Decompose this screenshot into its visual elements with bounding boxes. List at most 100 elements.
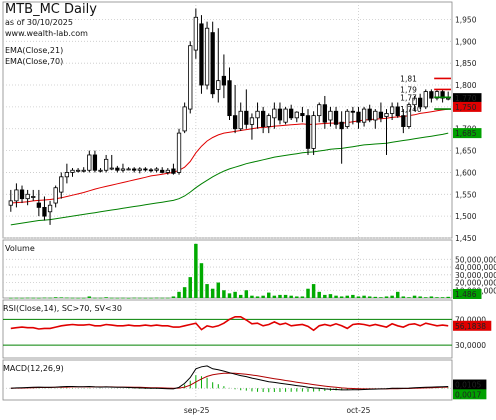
chart-title: MTB_MC Daily [5,2,97,17]
volume-bar [435,297,439,298]
ema21-label: EMA(Close,21) [5,46,64,55]
volume-last-label: 1.486 [455,290,477,299]
volume-bar [98,297,103,299]
volume-bar [339,296,344,298]
volume-bar [317,291,321,298]
candle-body [345,110,350,127]
macd-title: MACD(12,26,9) [3,364,64,373]
volume-bar [216,282,221,298]
candle-body [440,91,445,99]
candle-body [98,169,103,172]
volume-bar [255,296,260,298]
candle-body [87,154,92,171]
candle-body [8,200,13,206]
volume-bar [283,294,288,298]
candle-body [47,204,53,213]
candle-body [199,23,204,86]
candle-body [412,97,417,106]
candle-body [204,27,210,86]
ema70-label: EMA(Close,70) [5,57,64,66]
candle-body [232,115,238,130]
level-label-0: 1,81 [400,74,417,83]
candle-body [92,154,98,171]
price-tick-label: 1,550 [455,190,477,199]
volume-bar [238,294,243,298]
volume-bar [356,296,361,298]
volume-bar [289,295,293,298]
candle-body [373,110,378,121]
candle-body [423,91,428,108]
candle-body [294,111,299,119]
price-tick-label: 1,500 [455,212,477,221]
volume-bar [401,296,406,298]
chart-site: www.wealth-lab.com [5,29,88,38]
candle-body [322,104,327,123]
volume-bar [65,297,69,299]
volume-bar [143,297,148,299]
volume-bar [76,297,80,299]
candle-body [418,97,423,108]
candle-body [350,110,356,113]
pane-vol [2,239,453,299]
volume-tick-label: 30,000,000 [455,271,496,280]
candle-body [227,80,232,117]
volume-bar [424,297,428,298]
volume-tick-label: 20,000,000 [455,279,496,288]
volume-bar [48,297,52,299]
candle-body [171,168,176,174]
rsi-line [10,315,449,332]
candle-body [221,75,227,86]
volume-bar [166,297,170,299]
candle-body [283,108,288,123]
macd-last-label-0-bg [453,379,487,390]
volume-bar [295,296,299,298]
macd-last-label-1-bg [453,389,487,400]
candle-body [339,121,344,130]
volume-bar [311,284,316,298]
volume-bar [93,297,97,299]
volume-bar [177,291,181,298]
volume-bar [446,296,450,298]
volume-bar [379,297,383,298]
volume-bar [306,288,310,298]
candle-body [446,97,451,100]
x-axis-label-1: oct-25 [346,406,370,415]
candle-body [137,168,142,171]
candle-body [64,172,70,178]
volume-bar [149,297,153,299]
volume-bar [362,295,366,298]
level-label-3: 1,740 [400,105,422,114]
price-tick-label: 1,850 [455,59,477,68]
candle-body [401,115,406,127]
candle-body [81,169,86,172]
ema70-line [10,132,449,226]
volume-bar [267,292,271,298]
volume-tick-label: 40,000,000 [455,263,496,272]
rsi-tick-label: 30,0000 [455,341,486,350]
volume-bar [87,296,92,298]
x-axis-label-0: sep-25 [184,406,210,415]
candle-body [53,187,58,204]
volume-bar [25,297,30,299]
volume-bar [59,297,64,298]
candle-body [384,113,389,117]
volume-bar [334,295,338,298]
price-tick-label: 1,950 [455,15,477,24]
volume-bar [384,296,389,298]
candle-body [378,111,384,119]
rsi-title: RSI(Close,14), SC>70, SV<30 [3,304,122,313]
volume-bar [132,297,136,299]
price-last-label-0-bg [453,93,482,104]
candle-body [300,113,305,117]
volume-bar [115,297,120,299]
candle-body [249,117,255,125]
candle-body [317,104,322,117]
level-label-1: 1,79 [400,85,417,94]
candle-body [389,106,395,114]
volume-bar [81,297,86,299]
candle-body [132,168,137,171]
volume-bar [20,297,24,299]
macd-last-label-0: 0,0105 [455,381,481,390]
